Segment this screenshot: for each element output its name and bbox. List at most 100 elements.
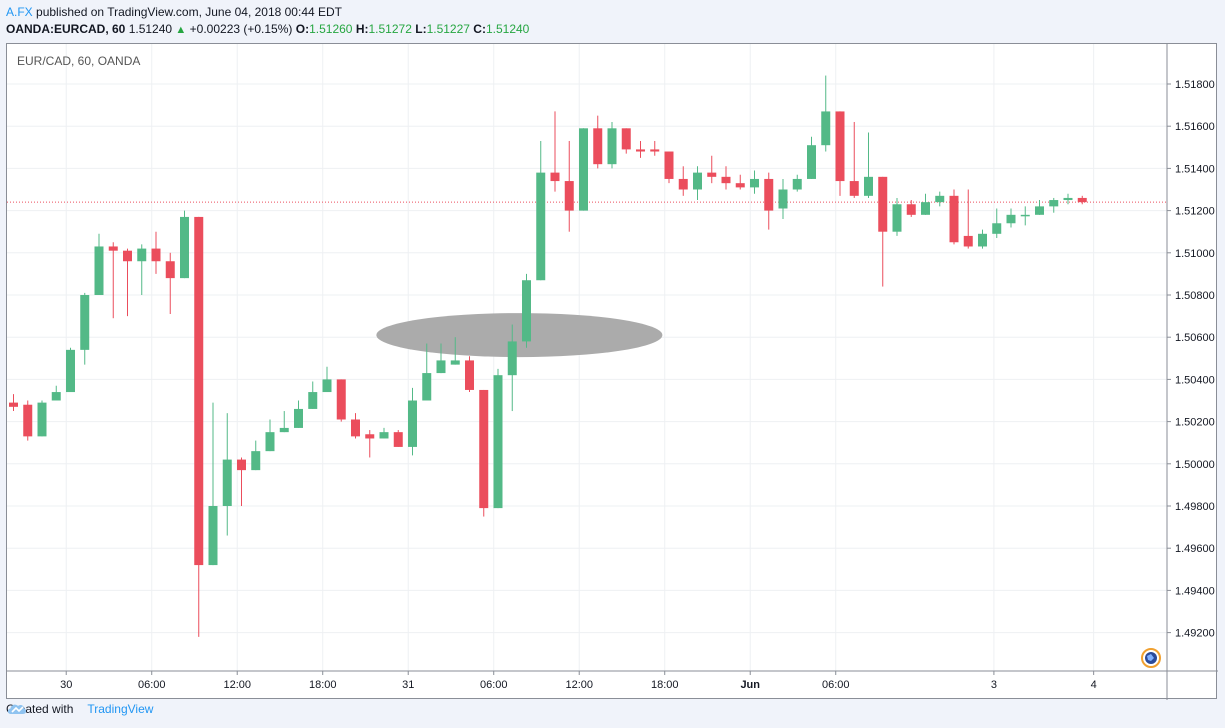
candle-body: [550, 172, 560, 182]
candle: [465, 356, 474, 393]
y-tick-label: 1.51200: [1175, 206, 1215, 218]
candle-body: [180, 216, 189, 279]
candle: [821, 75, 831, 152]
candle-body: [108, 246, 118, 251]
y-tick-label: 1.50600: [1175, 332, 1215, 344]
ellipse-annotation[interactable]: [376, 313, 663, 358]
x-tick-label: 18:00: [651, 679, 679, 691]
candle: [1020, 206, 1030, 226]
candle: [251, 440, 261, 471]
candle: [37, 400, 47, 437]
candle-body: [963, 235, 973, 247]
x-tick-label: 3: [991, 679, 997, 691]
candle-body: [222, 459, 232, 506]
candle-body: [507, 341, 517, 376]
footer: Created with TradingView: [6, 702, 153, 716]
candle: [208, 402, 218, 566]
candle-body: [51, 392, 61, 401]
candle-body: [94, 246, 104, 295]
candle-body: [1035, 206, 1044, 215]
candle-body: [479, 389, 489, 509]
author-link[interactable]: A.FX: [6, 5, 33, 19]
candle-body: [878, 176, 888, 232]
candle-body: [807, 145, 816, 179]
candle: [949, 189, 959, 245]
candle-body: [80, 295, 90, 350]
candle-body: [465, 360, 474, 390]
candle: [9, 394, 18, 412]
candle: [536, 140, 546, 281]
y-tick-label: 1.51600: [1175, 121, 1215, 133]
candle-body: [336, 379, 346, 420]
candle-body: [678, 178, 688, 190]
candle-body: [1063, 197, 1073, 201]
candle-body: [750, 178, 759, 188]
candle-body: [992, 223, 1002, 234]
y-tick-label: 1.49800: [1175, 501, 1215, 513]
published-text: published on TradingView.com, June 04, 2…: [36, 5, 342, 19]
candle: [864, 132, 873, 198]
candle: [165, 252, 175, 314]
candle-body: [564, 181, 574, 211]
candle-body: [23, 404, 33, 437]
candle: [450, 337, 460, 365]
candle: [579, 128, 588, 211]
candle-body: [1077, 197, 1087, 203]
candle-body: [294, 408, 303, 428]
x-tick-label: 06:00: [138, 679, 166, 691]
candle: [892, 197, 902, 236]
candle-body: [1049, 200, 1059, 207]
candle-body: [408, 400, 417, 447]
candle: [379, 427, 389, 439]
chart-title: EUR/CAD, 60, OANDA: [17, 54, 140, 68]
candle: [678, 166, 688, 196]
candle: [835, 111, 845, 196]
candle-body: [165, 261, 175, 279]
candle: [564, 140, 574, 232]
candle-body: [864, 176, 873, 196]
candle-body: [849, 181, 859, 196]
candle-body: [607, 128, 617, 165]
candle-body: [208, 506, 218, 566]
open-value: 1.51260: [309, 22, 353, 36]
candle: [436, 343, 446, 374]
candle: [1063, 193, 1073, 205]
candle-body: [251, 451, 261, 471]
candle: [393, 430, 403, 447]
candle: [108, 242, 118, 319]
candle: [51, 385, 61, 401]
candle-body: [450, 360, 460, 365]
candle-body: [707, 172, 717, 177]
publication-header: A.FX published on TradingView.com, June …: [6, 5, 342, 19]
candle: [735, 174, 745, 190]
candle: [1049, 197, 1059, 213]
candle: [180, 210, 189, 279]
candle: [621, 128, 631, 154]
candle-body: [322, 379, 332, 393]
candle-body: [237, 459, 246, 471]
candle-body: [436, 360, 446, 374]
candle-body: [978, 233, 987, 247]
candle: [992, 208, 1002, 239]
candle: [66, 347, 75, 393]
candle: [807, 136, 816, 179]
time-zone-icon[interactable]: [1141, 648, 1161, 668]
candle-body: [279, 427, 289, 433]
last-price: 1.51240: [128, 22, 173, 36]
candle-body: [9, 402, 18, 407]
chart-frame[interactable]: 1.51800 1.51600 1.51400 1.51200 1.51000 1.508…: [6, 43, 1218, 700]
candle-body: [906, 204, 916, 215]
candle-body: [1020, 214, 1030, 217]
axes-layer: 1.51800 1.51600 1.51400 1.51200 1.51000 1.508…: [7, 44, 1218, 700]
x-tick-label: Jun: [740, 679, 760, 691]
candle-body: [536, 172, 546, 281]
tradingview-link[interactable]: TradingView: [87, 702, 154, 716]
low-label: L:: [415, 22, 427, 36]
candlestick-chart[interactable]: 1.51800 1.51600 1.51400 1.51200 1.51000 1.508…: [7, 44, 1218, 700]
candle: [764, 172, 774, 230]
annotation-layer: [376, 313, 663, 358]
candle-body: [265, 432, 275, 452]
y-tick-label: 1.50400: [1175, 374, 1215, 386]
candle-body: [721, 176, 731, 184]
high-value: 1.51272: [368, 22, 412, 36]
